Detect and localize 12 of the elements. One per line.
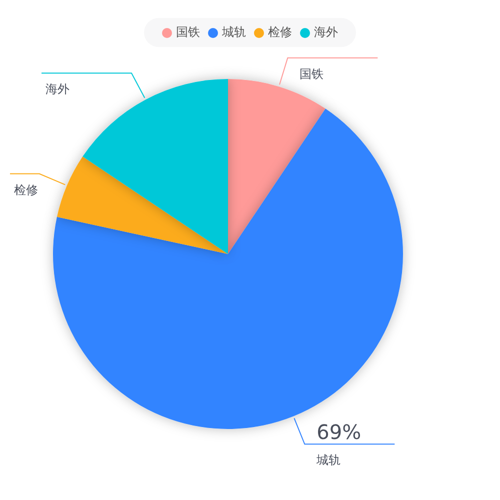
slice-label: 国铁 — [300, 66, 324, 81]
data-label: 69% — [316, 420, 362, 444]
legend-label: 国铁 — [175, 24, 200, 41]
legend-label: 检修 — [267, 24, 292, 41]
slice-label: 检修 — [14, 182, 38, 197]
legend-label: 城轨 — [221, 24, 246, 41]
pie-slice — [82, 79, 228, 254]
pie-slice — [228, 79, 326, 254]
slice-label: 城轨 — [316, 453, 341, 468]
pie-slice — [56, 156, 228, 254]
slice-label: 海外 — [46, 82, 70, 96]
legend-label: 海外 — [313, 24, 338, 41]
